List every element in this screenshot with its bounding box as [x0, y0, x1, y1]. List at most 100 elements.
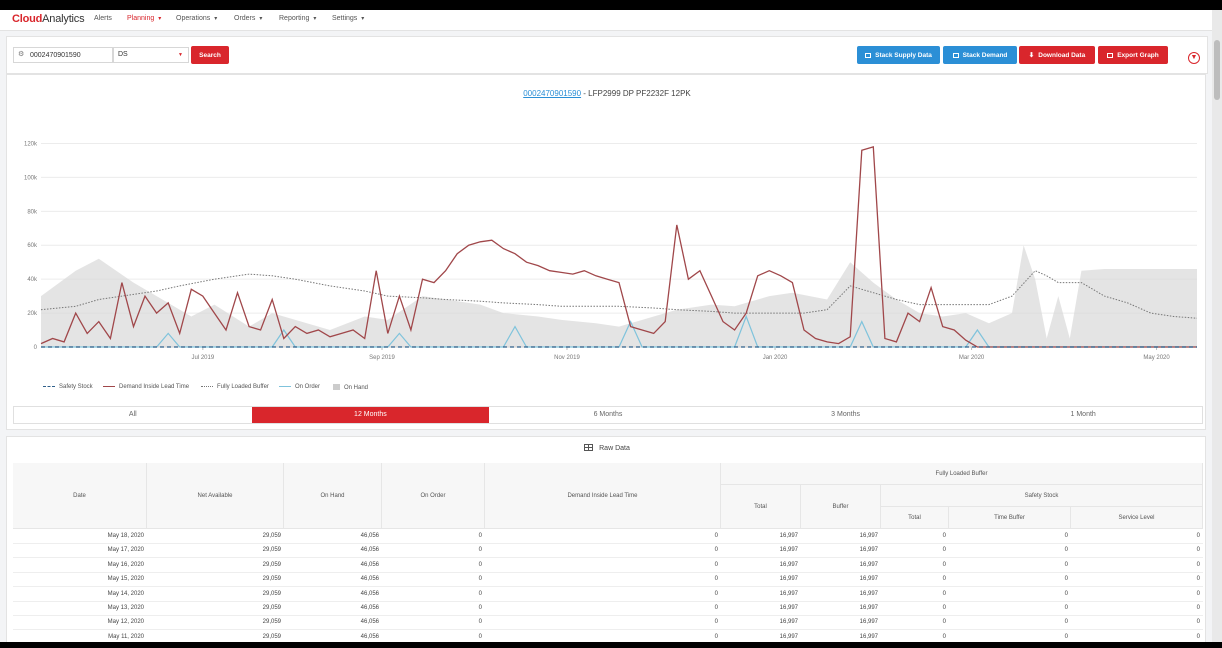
legend-item-3[interactable]: On Order [279, 384, 320, 390]
range-tab-12-months[interactable]: 12 Months [251, 407, 490, 423]
col-ss-time-buffer[interactable]: Time Buffer [949, 507, 1071, 529]
stack-demand-label: Stack Demand [962, 52, 1008, 59]
table-row[interactable]: May 12, 2020 29,059 46,056 0 0 16,997 16,997 0 0… [13, 615, 1203, 631]
export-label: Export Graph [1117, 52, 1159, 59]
cell-date: May 15, 2020 [107, 576, 144, 583]
table-icon [584, 444, 594, 451]
brand-logo[interactable]: CloudAnalytics [12, 13, 85, 25]
brand-part-2: Analytics [42, 13, 85, 25]
cell-ss-time-buffer: 0 [1064, 633, 1068, 640]
range-tab-6-months[interactable]: 6 Months [593, 411, 623, 418]
table-row[interactable]: May 15, 2020 29,059 46,056 0 0 16,997 16,997 0 0… [13, 572, 1203, 588]
col-date[interactable]: Date [13, 463, 147, 529]
cell-net-available: 29,059 [262, 619, 281, 626]
nav-item-orders[interactable]: Orders ▾ [234, 15, 262, 22]
item-number-input[interactable] [30, 48, 110, 62]
col-on-hand[interactable]: On Hand [284, 463, 382, 529]
cell-ss-time-buffer: 0 [1064, 619, 1068, 626]
cell-flb-total: 16,997 [779, 605, 798, 611]
nav-item-alerts[interactable]: Alerts [94, 15, 112, 22]
legend-item-2[interactable]: Fully Loaded Buffer [201, 384, 269, 390]
legend-label: On Order [295, 384, 321, 390]
nav-item-reporting[interactable]: Reporting ▾ [279, 15, 316, 22]
inventory-chart: 0 20k 40k 60k 80k 100k 120k Jul 2019 Sep 2019 Nov… [24, 141, 1198, 361]
cell-on-order: 0 [478, 605, 482, 611]
x-tick-label: Sep 2019 [369, 355, 395, 361]
caret-down-icon: ▾ [313, 16, 317, 22]
nav-item-label: Orders [234, 15, 256, 22]
range-tab-1-month[interactable]: 1 Month [1070, 411, 1096, 418]
nav-item-settings[interactable]: Settings ▾ [332, 15, 364, 22]
col-net-available[interactable]: Net Available [147, 463, 284, 529]
col-flb-buffer[interactable]: Buffer [801, 485, 881, 529]
stack-supply-label: Stack Supply Data [875, 52, 932, 59]
export-graph-button[interactable]: Export Graph [1098, 46, 1168, 64]
series-fully-loaded-buffer [40, 270, 1198, 319]
stack-supply-data-button[interactable]: Stack Supply Data [857, 46, 940, 64]
app-window: CloudAnalytics Alerts Planning ▾ Operations… [0, 10, 1212, 642]
x-tick-label: Jul 2019 [191, 355, 214, 361]
cell-flb-buffer: 16,997 [859, 576, 878, 583]
col-flb-total[interactable]: Total [721, 485, 801, 529]
cell-ss-service-level: 0 [1196, 619, 1200, 626]
table-row[interactable]: May 16, 2020 29,059 46,056 0 0 16,997 16,997 0 0… [13, 558, 1203, 573]
search-button[interactable]: Search [191, 46, 229, 64]
table-row[interactable]: May 18, 2020 29,059 46,056 0 0 16,997 16,997 0 0… [13, 529, 1203, 544]
cell-flb-total: 16,997 [779, 590, 798, 597]
cell-ss-service-level: 0 [1196, 561, 1200, 568]
range-tab-all[interactable]: All [128, 411, 137, 418]
cell-net-available: 29,059 [262, 547, 281, 554]
cell-on-order: 0 [478, 547, 482, 554]
cell-on-hand: 46,056 [360, 633, 379, 640]
table-row[interactable]: May 14, 2020 29,059 46,056 0 0 16,997 16,997 0 0… [13, 587, 1203, 602]
cell-flb-total: 16,997 [779, 576, 798, 583]
legend-item-1[interactable]: Demand Inside Lead Time [103, 384, 189, 390]
legend-label: Fully Loaded Buffer [217, 384, 269, 390]
col-on-order[interactable]: On Order [382, 463, 485, 529]
cell-on-order: 0 [478, 576, 482, 583]
legend-label: Demand Inside Lead Time [119, 384, 190, 390]
y-tick-label: 60k [27, 243, 38, 249]
cell-net-available: 29,059 [262, 576, 281, 583]
location-select[interactable]: DS ▼ [113, 47, 189, 63]
cell-net-available: 29,059 [262, 590, 281, 597]
cell-flb-buffer: 16,997 [859, 590, 878, 597]
table-row[interactable]: May 11, 2020 29,059 46,056 0 0 16,997 16,997 0 0… [13, 630, 1203, 642]
chart-icon [952, 53, 959, 58]
raw-data-header: Raw Data [7, 444, 1207, 452]
range-tabs: All 12 Months 6 Months 3 Months 1 Month [13, 406, 1203, 424]
cell-date: May 11, 2020 [108, 633, 144, 640]
cell-on-hand: 46,056 [360, 590, 379, 597]
range-tab-3-months[interactable]: 3 Months [831, 411, 860, 418]
caret-down-icon: ▾ [214, 16, 218, 22]
cell-date: May 12, 2020 [107, 619, 144, 626]
col-ss-total[interactable]: Total [881, 507, 949, 529]
table-row[interactable]: May 17, 2020 29,059 46,056 0 0 16,997 16,997 0 0… [13, 543, 1203, 559]
cell-on-order: 0 [478, 561, 482, 568]
download-data-button[interactable]: ⬇ Download Data [1019, 46, 1095, 64]
legend-item-4[interactable]: On Hand [333, 384, 368, 391]
series-on-hand [41, 245, 1197, 347]
chart-title: 0002470901590 - LFP2999 DP PF2232F 12PK [7, 89, 1207, 98]
cell-demand: 0 [714, 547, 718, 554]
cell-ss-service-level: 0 [1196, 633, 1200, 640]
col-demand[interactable]: Demand Inside Lead Time [485, 463, 721, 529]
col-group-safety-stock: Safety Stock [881, 485, 1203, 507]
item-number-field[interactable]: ⚙ [13, 47, 113, 63]
cell-date: May 14, 2020 [107, 590, 144, 597]
cell-ss-total: 0 [942, 547, 946, 554]
scrollbar-thumb[interactable] [1214, 40, 1220, 100]
col-ss-service-level[interactable]: Service Level [1071, 507, 1203, 529]
item-number-link[interactable]: 0002470901590 [523, 89, 582, 98]
y-tick-label: 80k [27, 209, 38, 215]
page-scrollbar[interactable] [1212, 10, 1222, 642]
cell-on-order: 0 [478, 633, 482, 640]
raw-data-panel: Raw Data Date Net Available On Hand On O… [6, 436, 1206, 642]
nav-item-operations[interactable]: Operations ▾ [176, 15, 217, 22]
table-row[interactable]: May 13, 2020 29,059 46,056 0 0 16,997 16,997 0 0… [13, 601, 1203, 616]
legend-item-0[interactable]: Safety Stock [43, 384, 93, 390]
nav-item-planning[interactable]: Planning ▾ [127, 15, 161, 22]
series-on-order [41, 314, 1197, 348]
chevron-down-circle-icon[interactable]: ▼ [1188, 52, 1200, 64]
stack-demand-button[interactable]: Stack Demand [943, 46, 1017, 64]
